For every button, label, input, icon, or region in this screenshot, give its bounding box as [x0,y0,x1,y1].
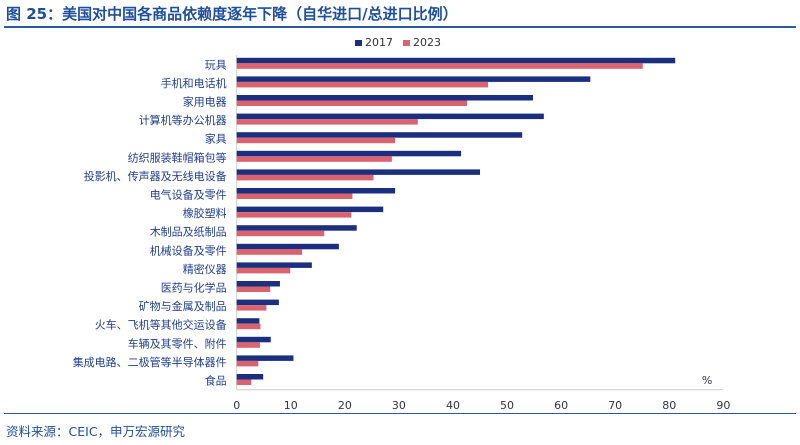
bar-2017 [236,169,481,175]
category-label: 机械设备及零件 [150,243,227,257]
source-divider [4,413,796,414]
bar-2023 [236,323,261,330]
unit-label: % [702,374,712,387]
category-label: 橡胶塑料 [183,206,227,220]
legend-swatch [355,40,362,46]
legend-swatch [403,40,410,46]
bar-2023 [236,156,392,162]
bar-2017 [236,206,384,213]
title-divider [4,26,796,28]
x-tick-label: 80 [662,399,676,412]
legend: 2017 2023 [355,36,441,49]
source-note: 资料来源：CEIC，申万宏源研究 [6,424,186,439]
bar-2017 [236,262,312,268]
category-label: 计算机等办公机器 [139,113,227,127]
bar-2023 [236,342,260,348]
category-label: 木制品及纸制品 [150,226,227,239]
bar-2023 [236,212,352,218]
bar-2023 [236,193,353,199]
bar-2023 [236,119,418,125]
bar-2023 [236,249,303,255]
x-tick-label: 60 [554,399,568,412]
bar-2023 [236,305,267,311]
bar-2017 [236,318,260,324]
x-tick-label: 30 [392,399,406,412]
x-tick-label: 50 [500,399,514,412]
x-tick-label: 70 [608,399,622,412]
category-label: 火车、飞机等其他交运设备 [95,318,227,332]
category-label: 家具 [205,132,227,146]
x-tick-label: 90 [716,399,730,412]
category-label: 精密仪器 [183,262,227,276]
category-label: 食品 [205,374,227,388]
bar-2023 [236,379,252,385]
bar-2017 [236,225,357,231]
bar-2023 [236,63,643,69]
category-label: 集成电路、二极管等半导体器件 [73,355,227,369]
bar-2017 [236,57,676,64]
bar-2017 [236,281,280,287]
bar-2017 [236,299,279,306]
bar-2023 [236,137,396,144]
bar-2017 [236,95,534,101]
bar-2017 [236,243,339,250]
bar-2023 [236,100,468,106]
x-tick-label: 40 [446,399,460,412]
figure-title: 图 25：美国对中国各商品依赖度逐年下降（自华进口/总进口比例） [6,5,458,23]
x-tick-label: 0 [233,399,240,412]
bar-2023 [236,286,271,292]
category-label: 玩具 [205,58,227,71]
bar-2017 [236,336,271,343]
category-label: 电气设备及零件 [150,188,227,202]
bar-2023 [236,360,259,367]
bar-2017 [236,132,523,138]
bar-2017 [236,355,294,361]
category-label: 医药与化学品 [161,281,227,295]
bar-2017 [236,374,264,380]
x-tick-label: 20 [338,399,352,412]
bar-2017 [236,76,591,82]
category-label: 手机和电话机 [161,76,227,90]
category-label: 车辆及其零件、附件 [128,336,227,350]
category-label: 矿物与金属及制品 [139,299,227,313]
bar-2023 [236,174,374,181]
bar-2023 [236,81,489,88]
bar-2017 [236,113,544,120]
category-label: 家用电器 [183,95,227,109]
bar-2023 [236,267,291,274]
legend-item-2023: 2023 [403,36,441,49]
bar-2017 [236,188,396,194]
x-tick-label: 10 [284,399,298,412]
bar-2017 [236,150,462,157]
category-label: 投影机、传声器及无线电设备 [84,169,227,183]
legend-item-2017: 2017 [355,36,393,49]
category-label: 纺织服装鞋帽箱包等 [128,150,227,164]
bar-2023 [236,230,325,237]
